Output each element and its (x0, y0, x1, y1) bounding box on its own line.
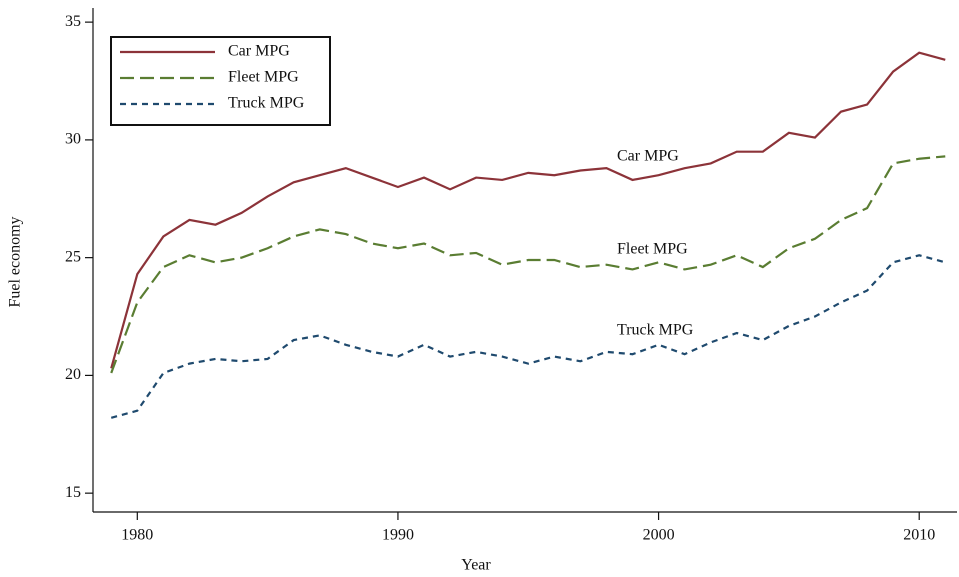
series-line (110, 254, 946, 419)
y-tick-label: 20 (65, 366, 81, 383)
y-tick-label: 15 (65, 484, 81, 501)
y-tick-label: 35 (65, 13, 81, 30)
x-tick-label: 2000 (643, 527, 675, 544)
legend-label: Fleet MPG (228, 69, 299, 86)
x-tick-label: 1980 (121, 527, 153, 544)
x-axis-label: Year (461, 557, 491, 574)
y-axis-label: Fuel economy (7, 216, 24, 307)
y-tick-label: 30 (65, 131, 81, 148)
legend-label: Car MPG (228, 43, 290, 60)
x-tick-label: 1990 (382, 527, 414, 544)
x-tick-label: 2010 (903, 527, 935, 544)
series-line (110, 155, 946, 374)
annotation: Truck MPG (617, 322, 694, 339)
legend-label: Truck MPG (228, 95, 305, 112)
series-line (110, 51, 946, 369)
annotation: Fleet MPG (617, 241, 688, 258)
annotation: Car MPG (617, 148, 679, 165)
y-tick-label: 25 (65, 248, 81, 265)
